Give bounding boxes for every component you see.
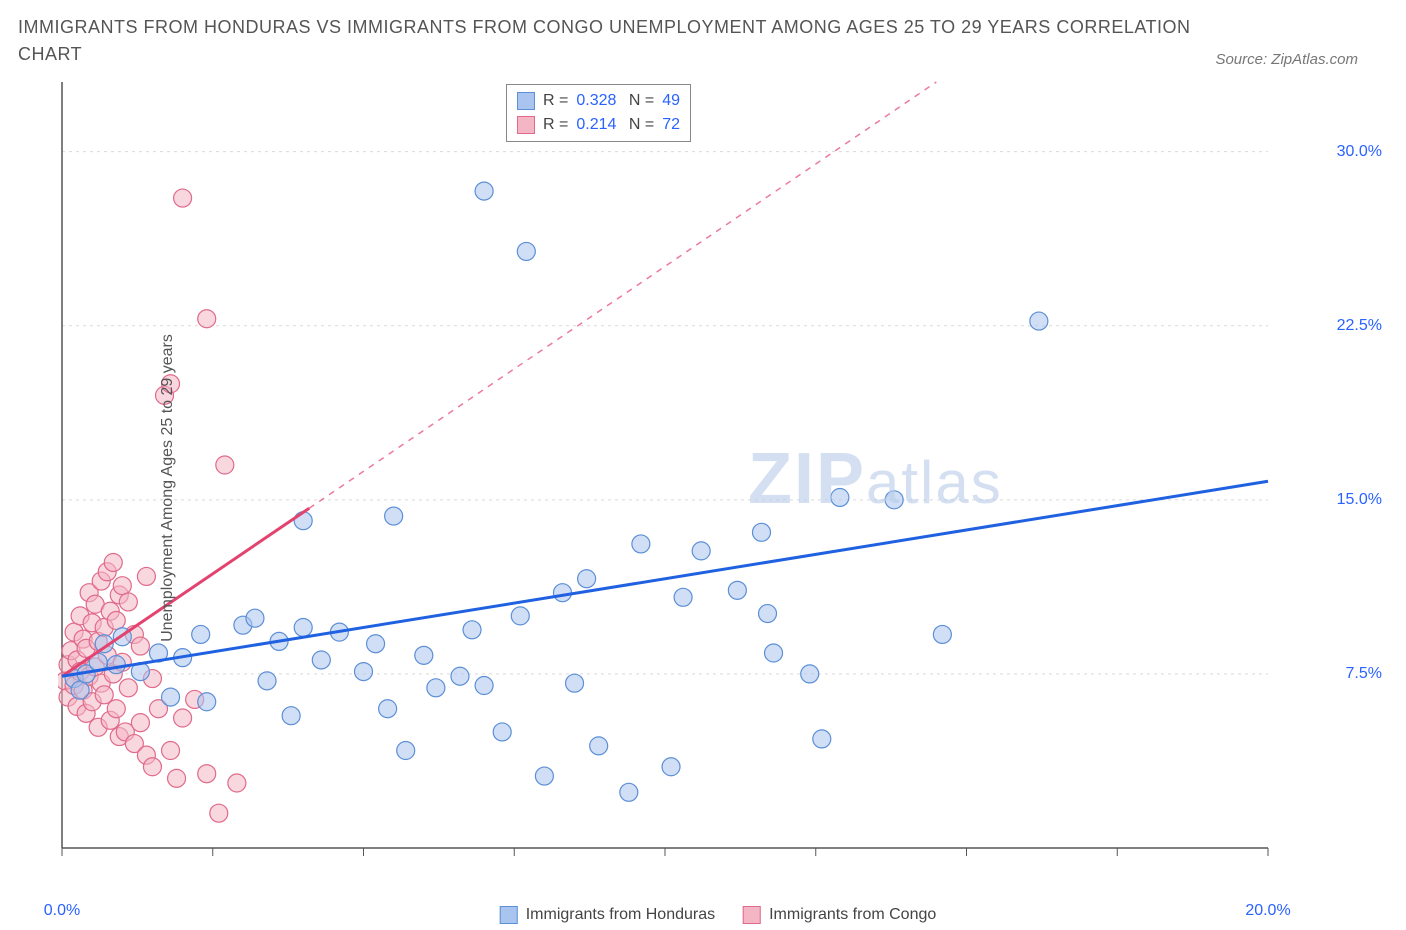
chart-title: IMMIGRANTS FROM HONDURAS VS IMMIGRANTS F… — [18, 14, 1215, 68]
swatch-congo — [517, 116, 535, 134]
legend-item-honduras: Immigrants from Honduras — [500, 906, 715, 924]
correlation-row-congo: R = 0.214 N = 72 — [517, 113, 680, 137]
correlation-legend: R = 0.328 N = 49 R = 0.214 N = 72 — [506, 84, 691, 142]
legend-swatch-congo — [743, 906, 761, 924]
y-tick-label: 22.5% — [1337, 317, 1382, 335]
legend-label-congo: Immigrants from Congo — [769, 906, 936, 924]
legend-item-congo: Immigrants from Congo — [743, 906, 936, 924]
r-value-honduras: 0.328 — [576, 89, 616, 113]
r-value-congo: 0.214 — [576, 113, 616, 137]
chart-area: Unemployment Among Ages 25 to 29 years Z… — [58, 78, 1378, 898]
legend-label-honduras: Immigrants from Honduras — [526, 906, 715, 924]
r-label: R = — [543, 89, 568, 113]
swatch-honduras — [517, 92, 535, 110]
y-tick-label: 7.5% — [1346, 665, 1382, 683]
y-tick-label: 30.0% — [1337, 143, 1382, 161]
y-tick-label: 15.0% — [1337, 491, 1382, 509]
correlation-row-honduras: R = 0.328 N = 49 — [517, 89, 680, 113]
x-tick-label: 0.0% — [44, 902, 80, 920]
header-row: IMMIGRANTS FROM HONDURAS VS IMMIGRANTS F… — [0, 0, 1406, 72]
series-legend: Immigrants from Honduras Immigrants from… — [500, 900, 937, 924]
n-value-congo: 72 — [662, 113, 680, 137]
r-label: R = — [543, 113, 568, 137]
x-tick-label: 20.0% — [1245, 902, 1290, 920]
n-label: N = — [624, 113, 654, 137]
scatter-plot — [58, 78, 1378, 864]
y-axis-label: Unemployment Among Ages 25 to 29 years — [159, 334, 177, 642]
source-label: Source: ZipAtlas.com — [1215, 51, 1388, 68]
n-label: N = — [624, 89, 654, 113]
legend-swatch-honduras — [500, 906, 518, 924]
n-value-honduras: 49 — [662, 89, 680, 113]
